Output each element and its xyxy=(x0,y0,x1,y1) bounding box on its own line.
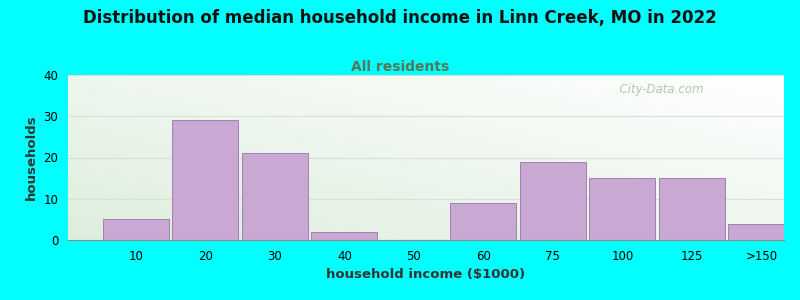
Text: All residents: All residents xyxy=(351,60,449,74)
X-axis label: household income ($1000): household income ($1000) xyxy=(326,268,526,281)
Text: City-Data.com: City-Data.com xyxy=(612,83,704,96)
Bar xyxy=(311,232,378,240)
Bar xyxy=(242,153,308,240)
Bar xyxy=(728,224,794,240)
Text: Distribution of median household income in Linn Creek, MO in 2022: Distribution of median household income … xyxy=(83,9,717,27)
Bar xyxy=(450,203,516,240)
Bar xyxy=(520,162,586,240)
Bar xyxy=(659,178,725,240)
Bar xyxy=(172,120,238,240)
Bar xyxy=(102,219,169,240)
Y-axis label: households: households xyxy=(25,115,38,200)
Bar xyxy=(590,178,655,240)
